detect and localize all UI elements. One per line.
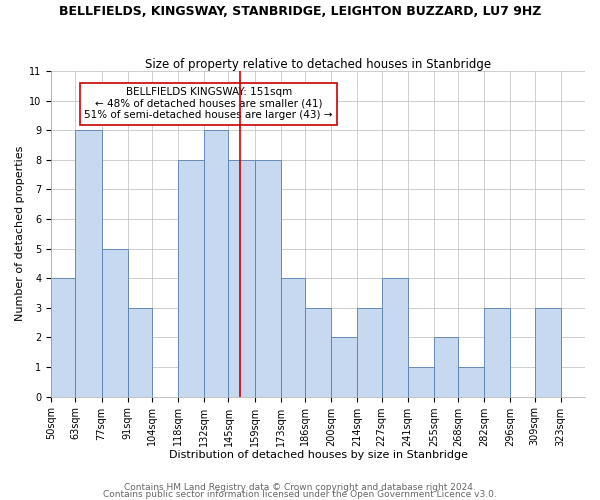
Bar [254,160,281,396]
Bar [434,338,458,396]
Bar [51,278,76,396]
Bar [101,248,128,396]
Bar [331,338,357,396]
Text: Contains HM Land Registry data © Crown copyright and database right 2024.: Contains HM Land Registry data © Crown c… [124,484,476,492]
Bar [229,160,254,396]
Bar [484,308,511,396]
Text: Contains public sector information licensed under the Open Government Licence v3: Contains public sector information licen… [103,490,497,499]
Bar [281,278,305,396]
Bar [178,160,204,396]
Bar [357,308,382,396]
Bar [204,130,229,396]
Text: BELLFIELDS KINGSWAY: 151sqm
← 48% of detached houses are smaller (41)
51% of sem: BELLFIELDS KINGSWAY: 151sqm ← 48% of det… [85,88,333,120]
Text: BELLFIELDS, KINGSWAY, STANBRIDGE, LEIGHTON BUZZARD, LU7 9HZ: BELLFIELDS, KINGSWAY, STANBRIDGE, LEIGHT… [59,5,541,18]
Bar [407,367,434,396]
Bar [382,278,407,396]
Bar [305,308,331,396]
Title: Size of property relative to detached houses in Stanbridge: Size of property relative to detached ho… [145,58,491,71]
Bar [535,308,561,396]
X-axis label: Distribution of detached houses by size in Stanbridge: Distribution of detached houses by size … [169,450,467,460]
Bar [458,367,484,396]
Y-axis label: Number of detached properties: Number of detached properties [15,146,25,322]
Bar [76,130,101,396]
Bar [128,308,152,396]
